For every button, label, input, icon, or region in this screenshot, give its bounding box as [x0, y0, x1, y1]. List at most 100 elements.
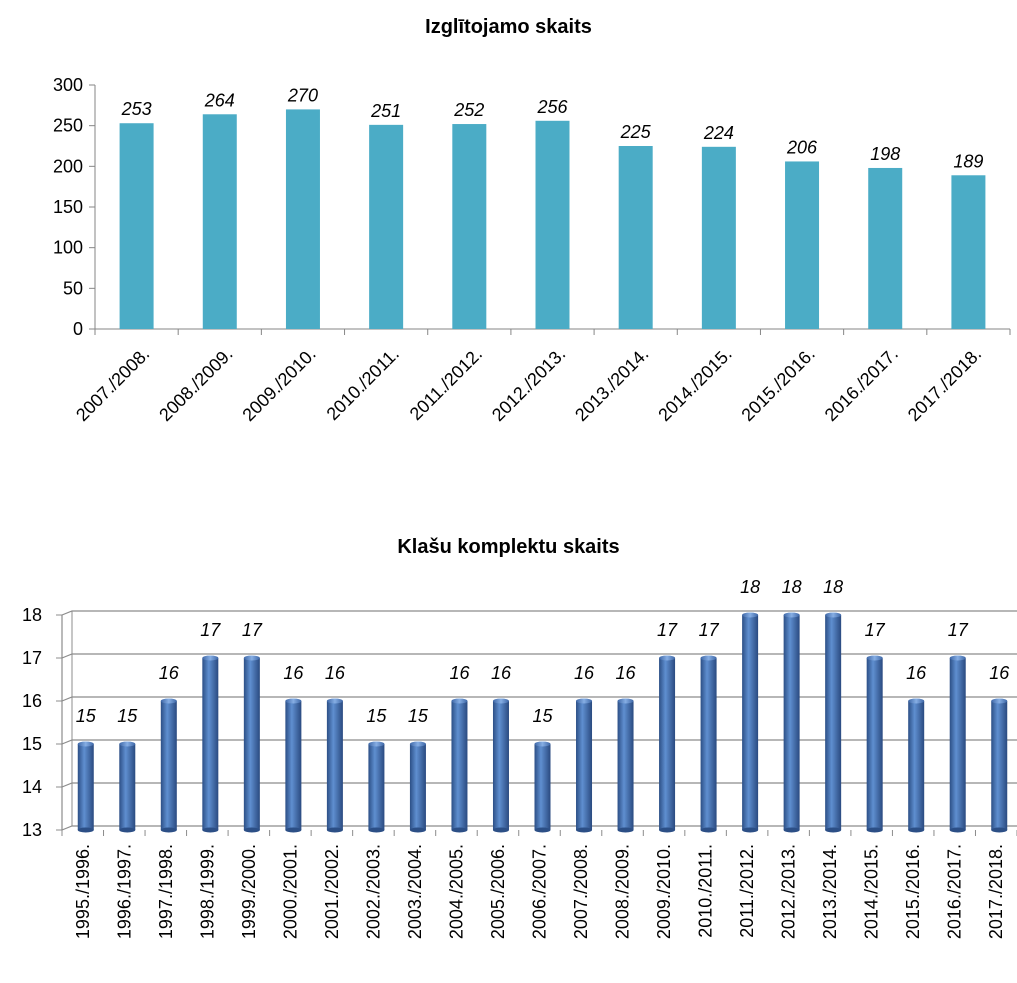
data-label: 17: [865, 620, 886, 640]
bar: [991, 701, 1008, 830]
data-label: 16: [159, 663, 180, 683]
x-tick-label: 2008./2009.: [155, 344, 236, 425]
bar: [452, 124, 487, 329]
x-tick-label: 1997./1998.: [156, 844, 176, 939]
data-label: 15: [408, 706, 429, 726]
bar: [202, 114, 237, 329]
bar: [368, 744, 385, 830]
bar-cap: [243, 655, 260, 661]
x-tick-label: 2009./2010.: [654, 844, 674, 939]
bar-base: [368, 827, 385, 833]
x-tick-label: 1996./1997.: [114, 844, 134, 939]
bar: [409, 744, 426, 830]
bar: [785, 161, 820, 329]
bar-cap: [409, 741, 426, 747]
data-label: 206: [786, 137, 818, 157]
data-label: 224: [703, 123, 734, 143]
bar: [326, 701, 343, 830]
class-sets-chart: Klašu komplektu skaits 13 14 15 16 17 18 15 199…: [0, 520, 1017, 983]
bar-base: [77, 827, 94, 833]
x-tick-label: 2013./2014.: [571, 344, 652, 425]
bar-base: [160, 827, 177, 833]
bar-base: [492, 827, 509, 833]
bar-cap: [866, 655, 883, 661]
x-tick-label: 2017./2018.: [904, 344, 985, 425]
bar-base: [243, 827, 260, 833]
bar: [119, 744, 136, 830]
bar-base: [991, 827, 1008, 833]
y-tick-label: 18: [22, 605, 42, 625]
data-label: 17: [948, 620, 969, 640]
x-tick-label: 2000./2001.: [280, 844, 300, 939]
x-tick-label: 2014./2015.: [862, 844, 882, 939]
y-tick-label: 100: [53, 238, 83, 258]
bar: [451, 701, 468, 830]
bar-base: [534, 827, 551, 833]
bar-cap: [659, 655, 676, 661]
bar-base: [866, 827, 883, 833]
x-tick-label: 2011./2012.: [406, 344, 486, 424]
data-label: 16: [989, 663, 1010, 683]
bar: [866, 658, 883, 830]
bar: [659, 658, 676, 830]
data-label: 16: [616, 663, 637, 683]
y-tick-label: 250: [53, 116, 83, 136]
bar: [700, 658, 717, 830]
bar-base: [825, 827, 842, 833]
data-label: 18: [823, 577, 843, 597]
bar-base: [202, 827, 219, 833]
data-label: 16: [574, 663, 595, 683]
data-label: 17: [200, 620, 221, 640]
bar-cap: [534, 741, 551, 747]
x-tick-label: 1999./2000.: [239, 844, 259, 939]
x-tick-label: 2009./2010.: [238, 344, 319, 425]
bar-base: [617, 827, 634, 833]
bar: [243, 658, 260, 830]
bar-cap: [451, 698, 468, 704]
x-tick-label: 2015./2016.: [737, 344, 818, 425]
bar: [783, 615, 800, 830]
x-tick-label: 2007./2008.: [72, 344, 153, 425]
bar: [160, 701, 177, 830]
bar-base: [285, 827, 302, 833]
bar-cap: [825, 612, 842, 618]
chart-title: Izglītojamo skaits: [425, 16, 592, 38]
y-tick-label: 17: [22, 648, 42, 668]
chart-title: Klašu komplektu skaits: [397, 536, 620, 558]
x-tick-label: 2012./2013.: [779, 844, 799, 939]
bar: [535, 120, 570, 329]
bar-cap: [285, 698, 302, 704]
bar: [285, 109, 320, 330]
bar-cap: [991, 698, 1008, 704]
bar: [618, 146, 653, 329]
bar-cap: [783, 612, 800, 618]
bar-cap: [700, 655, 717, 661]
data-label: 16: [325, 663, 346, 683]
bar: [119, 123, 154, 329]
bar: [369, 124, 404, 329]
bar-cap: [949, 655, 966, 661]
bar-cap: [119, 741, 136, 747]
data-label: 15: [117, 706, 138, 726]
x-tick-label: 2016./2017.: [821, 344, 902, 425]
data-label: 17: [699, 620, 720, 640]
y-tick-label: 15: [22, 734, 42, 754]
bar: [868, 167, 903, 329]
data-label: 253: [121, 99, 152, 119]
bar-base: [949, 827, 966, 833]
x-tick-label: 2016./2017.: [945, 844, 965, 939]
students-chart-plot: 0 50 100 150 200 250 300 253 2007./2008. 264 2008.…: [53, 75, 1011, 425]
gridline: [61, 610, 1017, 616]
bar: [701, 146, 736, 329]
x-tick-label: 2017./2018.: [986, 844, 1006, 939]
y-tick-label: 200: [53, 156, 83, 176]
bar-cap: [576, 698, 593, 704]
bar-base: [783, 827, 800, 833]
x-tick-label: 2005./2006.: [488, 844, 508, 939]
bar: [202, 658, 219, 830]
x-tick-label: 2001./2002.: [322, 844, 342, 939]
x-tick-label: 2010./2011.: [323, 344, 403, 424]
bar: [617, 701, 634, 830]
data-label: 270: [287, 85, 318, 105]
y-tick-label: 300: [53, 75, 83, 95]
